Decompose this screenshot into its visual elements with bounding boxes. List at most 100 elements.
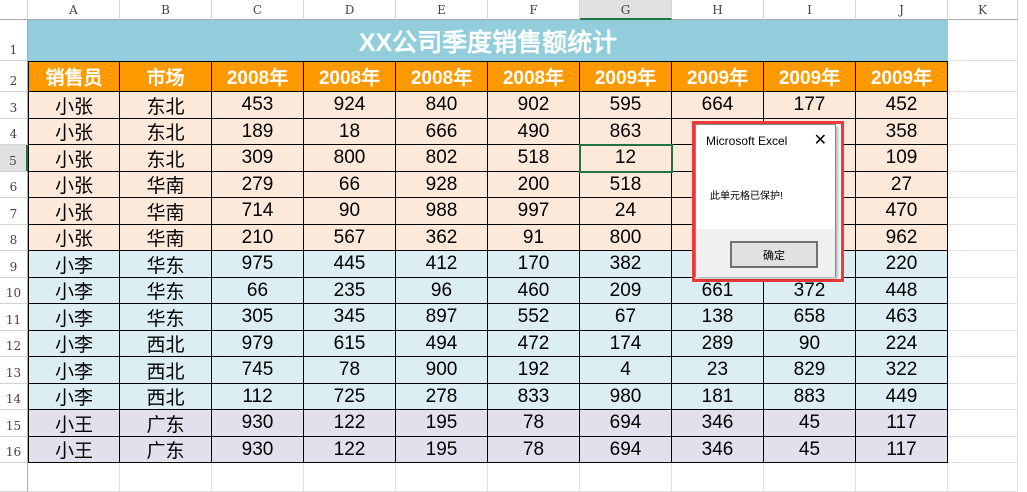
table-cell[interactable]: 200 <box>488 172 580 198</box>
table-cell[interactable]: 小李 <box>28 278 120 304</box>
table-cell[interactable]: 448 <box>856 278 948 304</box>
table-cell[interactable]: 210 <box>212 225 304 251</box>
table-cell[interactable]: 小张 <box>28 119 120 145</box>
table-cell[interactable]: 902 <box>488 92 580 119</box>
table-cell[interactable]: 220 <box>856 251 948 278</box>
empty-cell[interactable] <box>764 463 856 492</box>
row-header-13[interactable]: 13 <box>0 357 28 384</box>
table-cell[interactable]: 518 <box>580 172 672 198</box>
row-header-11[interactable]: 11 <box>0 304 28 331</box>
table-cell[interactable]: 东北 <box>120 119 212 145</box>
empty-cell[interactable] <box>948 357 1018 384</box>
table-cell[interactable]: 714 <box>212 198 304 225</box>
table-cell[interactable]: 800 <box>580 225 672 251</box>
table-cell[interactable]: 322 <box>856 357 948 384</box>
empty-cell[interactable] <box>28 463 120 492</box>
table-cell[interactable]: 840 <box>396 92 488 119</box>
table-cell[interactable]: 广东 <box>120 410 212 437</box>
table-cell[interactable]: 122 <box>304 437 396 463</box>
empty-cell[interactable] <box>948 410 1018 437</box>
table-cell[interactable]: 289 <box>672 331 764 357</box>
table-cell[interactable]: 东北 <box>120 145 212 172</box>
header-cell[interactable]: 2008年 <box>396 61 488 92</box>
table-cell[interactable]: 382 <box>580 251 672 278</box>
column-header-I[interactable]: I <box>764 0 856 20</box>
table-cell[interactable]: 189 <box>212 119 304 145</box>
table-cell[interactable]: 66 <box>212 278 304 304</box>
header-cell[interactable]: 2009年 <box>580 61 672 92</box>
table-cell[interactable]: 195 <box>396 410 488 437</box>
table-cell[interactable]: 345 <box>304 304 396 331</box>
table-cell[interactable]: 小王 <box>28 410 120 437</box>
table-cell[interactable]: 45 <box>764 437 856 463</box>
table-cell[interactable]: 279 <box>212 172 304 198</box>
table-cell[interactable]: 西北 <box>120 357 212 384</box>
row-header-1[interactable]: 1 <box>0 20 28 61</box>
table-cell[interactable]: 91 <box>488 225 580 251</box>
row-header-9[interactable]: 9 <box>0 251 28 278</box>
column-header-K[interactable]: K <box>948 0 1018 20</box>
table-cell[interactable]: 华南 <box>120 172 212 198</box>
table-cell[interactable]: 745 <box>212 357 304 384</box>
table-cell[interactable]: 195 <box>396 437 488 463</box>
table-cell[interactable]: 490 <box>488 119 580 145</box>
table-cell[interactable]: 45 <box>764 410 856 437</box>
column-header-B[interactable]: B <box>120 0 212 20</box>
table-cell[interactable]: 小王 <box>28 437 120 463</box>
table-cell[interactable]: 24 <box>580 198 672 225</box>
table-cell[interactable]: 567 <box>304 225 396 251</box>
empty-cell[interactable] <box>488 463 580 492</box>
row-header-10[interactable]: 10 <box>0 278 28 304</box>
table-cell[interactable]: 988 <box>396 198 488 225</box>
table-cell[interactable]: 小李 <box>28 304 120 331</box>
table-cell[interactable]: 西北 <box>120 384 212 410</box>
empty-cell[interactable] <box>948 304 1018 331</box>
table-cell[interactable]: 小张 <box>28 225 120 251</box>
table-cell[interactable]: 725 <box>304 384 396 410</box>
table-cell[interactable]: 东北 <box>120 92 212 119</box>
column-header-G[interactable]: G <box>580 0 672 20</box>
header-cell[interactable]: 2008年 <box>304 61 396 92</box>
header-cell[interactable]: 2009年 <box>856 61 948 92</box>
empty-cell[interactable] <box>948 251 1018 278</box>
row-header-7[interactable]: 7 <box>0 198 28 225</box>
table-cell[interactable]: 664 <box>672 92 764 119</box>
table-cell[interactable]: 358 <box>856 119 948 145</box>
table-cell[interactable]: 924 <box>304 92 396 119</box>
table-cell[interactable]: 463 <box>856 304 948 331</box>
header-cell[interactable]: 2008年 <box>212 61 304 92</box>
table-cell[interactable]: 833 <box>488 384 580 410</box>
row-header-4[interactable]: 4 <box>0 119 28 145</box>
row-header-15[interactable]: 15 <box>0 410 28 437</box>
empty-cell[interactable] <box>948 331 1018 357</box>
table-cell[interactable]: 930 <box>212 437 304 463</box>
table-cell[interactable]: 小张 <box>28 92 120 119</box>
column-header-E[interactable]: E <box>396 0 488 20</box>
table-cell[interactable]: 362 <box>396 225 488 251</box>
table-cell[interactable]: 174 <box>580 331 672 357</box>
table-cell[interactable]: 117 <box>856 410 948 437</box>
table-cell[interactable]: 华东 <box>120 251 212 278</box>
table-cell[interactable]: 658 <box>764 304 856 331</box>
table-cell[interactable]: 472 <box>488 331 580 357</box>
header-cell[interactable]: 市场 <box>120 61 212 92</box>
table-cell[interactable]: 华东 <box>120 304 212 331</box>
table-cell[interactable]: 小张 <box>28 172 120 198</box>
empty-cell[interactable] <box>120 463 212 492</box>
table-cell[interactable]: 122 <box>304 410 396 437</box>
empty-cell[interactable] <box>580 463 672 492</box>
row-header-16[interactable]: 16 <box>0 437 28 463</box>
column-header-H[interactable]: H <box>672 0 764 20</box>
table-cell[interactable]: 661 <box>672 278 764 304</box>
table-cell[interactable]: 224 <box>856 331 948 357</box>
table-cell[interactable]: 小张 <box>28 198 120 225</box>
table-cell[interactable]: 181 <box>672 384 764 410</box>
table-cell[interactable]: 小李 <box>28 331 120 357</box>
table-cell[interactable]: 346 <box>672 410 764 437</box>
table-cell[interactable]: 小李 <box>28 251 120 278</box>
empty-cell[interactable] <box>948 463 1018 492</box>
table-cell[interactable]: 小李 <box>28 357 120 384</box>
table-cell[interactable]: 518 <box>488 145 580 172</box>
empty-cell[interactable] <box>948 145 1018 172</box>
table-cell[interactable]: 278 <box>396 384 488 410</box>
